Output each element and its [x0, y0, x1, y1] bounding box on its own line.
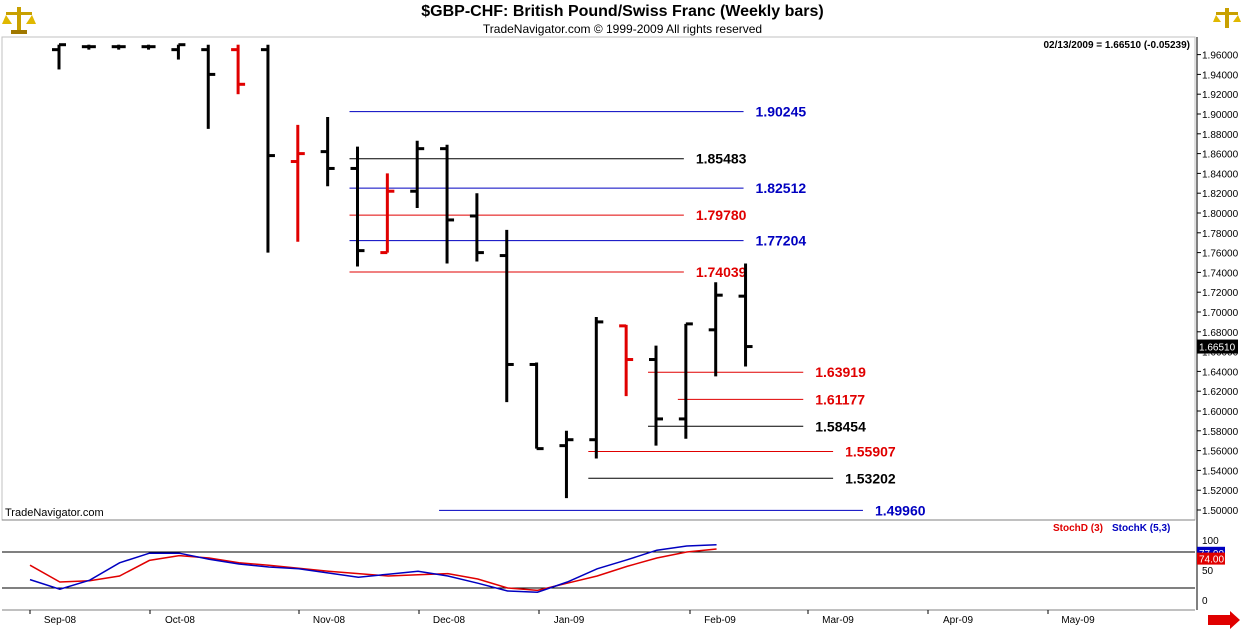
last-price-label: 1.66510 [1199, 343, 1236, 354]
time-tick-label: Dec-08 [433, 615, 466, 626]
watermark-label: TradeNavigator.com [5, 507, 104, 519]
stochd-legend: StochD (3) [1053, 523, 1103, 534]
scroll-right-arrow-icon[interactable] [1208, 611, 1240, 629]
price-tick-label: 1.90000 [1202, 110, 1239, 121]
level-label: 1.79780 [696, 207, 747, 223]
level-label: 1.58454 [815, 418, 866, 434]
scale-menu-icon[interactable] [1213, 4, 1241, 32]
level-label: 1.90245 [756, 104, 807, 120]
time-tick-label: Apr-09 [943, 615, 973, 626]
price-tick-label: 1.82000 [1202, 189, 1239, 200]
stochk-legend: StochK (5,3) [1112, 523, 1170, 534]
price-tick-label: 1.52000 [1202, 486, 1239, 497]
price-tick-label: 1.76000 [1202, 249, 1239, 260]
stochd-line [29, 548, 717, 592]
price-tick-label: 1.74000 [1202, 268, 1239, 279]
time-tick-label: Oct-08 [165, 615, 195, 626]
price-tick-label: 1.62000 [1202, 387, 1239, 398]
level-label: 1.53202 [845, 470, 896, 486]
scale-logo-icon[interactable] [2, 2, 36, 36]
level-label: 1.61177 [815, 391, 865, 407]
price-tick-label: 1.58000 [1202, 427, 1239, 438]
quote-line: 02/13/2009 = 1.66510 (-0.05239) [1043, 40, 1190, 51]
price-tick-label: 1.78000 [1202, 229, 1239, 240]
price-tick-label: 1.68000 [1202, 328, 1239, 339]
price-tick-label: 1.54000 [1202, 466, 1239, 477]
stochk-line [29, 544, 717, 593]
price-tick-label: 1.56000 [1202, 447, 1239, 458]
chart-header: $GBP-CHF: British Pound/Swiss Franc (Wee… [0, 0, 1245, 37]
stochd-last-box [1197, 552, 1225, 565]
stochd-last-label: 74.00 [1199, 555, 1224, 566]
chart-title: $GBP-CHF: British Pound/Swiss Franc (Wee… [421, 3, 824, 20]
price-panel-frame [1, 36, 1196, 521]
stoch-tick-label: 100 [1202, 536, 1219, 547]
stoch-tick-label: 50 [1202, 566, 1214, 577]
stoch-tick-label: 0 [1202, 596, 1208, 607]
price-tick-label: 1.84000 [1202, 169, 1239, 180]
price-tick-label: 1.50000 [1202, 506, 1239, 517]
level-label: 1.74039 [696, 264, 747, 280]
level-label: 1.63919 [815, 364, 866, 380]
time-tick-label: Feb-09 [704, 615, 736, 626]
level-label: 1.49960 [875, 502, 926, 518]
price-tick-label: 1.80000 [1202, 209, 1239, 220]
time-tick-label: Nov-08 [313, 615, 346, 626]
level-label: 1.85483 [696, 151, 747, 167]
level-label: 1.55907 [845, 444, 896, 460]
price-tick-label: 1.86000 [1202, 150, 1239, 161]
level-label: 1.82512 [756, 180, 807, 196]
time-tick-label: Jan-09 [554, 615, 585, 626]
price-tick-label: 1.70000 [1202, 308, 1239, 319]
price-tick-label: 1.60000 [1202, 407, 1239, 418]
time-tick-label: Sep-08 [44, 615, 77, 626]
copyright-subtitle: TradeNavigator.com © 1999-2009 All right… [482, 22, 763, 36]
price-tick-label: 1.96000 [1202, 51, 1239, 62]
price-tick-label: 1.88000 [1202, 130, 1239, 141]
price-tick-label: 1.94000 [1202, 70, 1239, 81]
price-tick-label: 1.72000 [1202, 288, 1239, 299]
level-label: 1.77204 [756, 233, 807, 249]
price-tick-label: 1.92000 [1202, 90, 1239, 101]
time-tick-label: May-09 [1061, 615, 1095, 626]
price-tick-label: 1.64000 [1202, 367, 1239, 378]
last-price-box [1197, 339, 1238, 354]
time-tick-label: Mar-09 [822, 615, 854, 626]
